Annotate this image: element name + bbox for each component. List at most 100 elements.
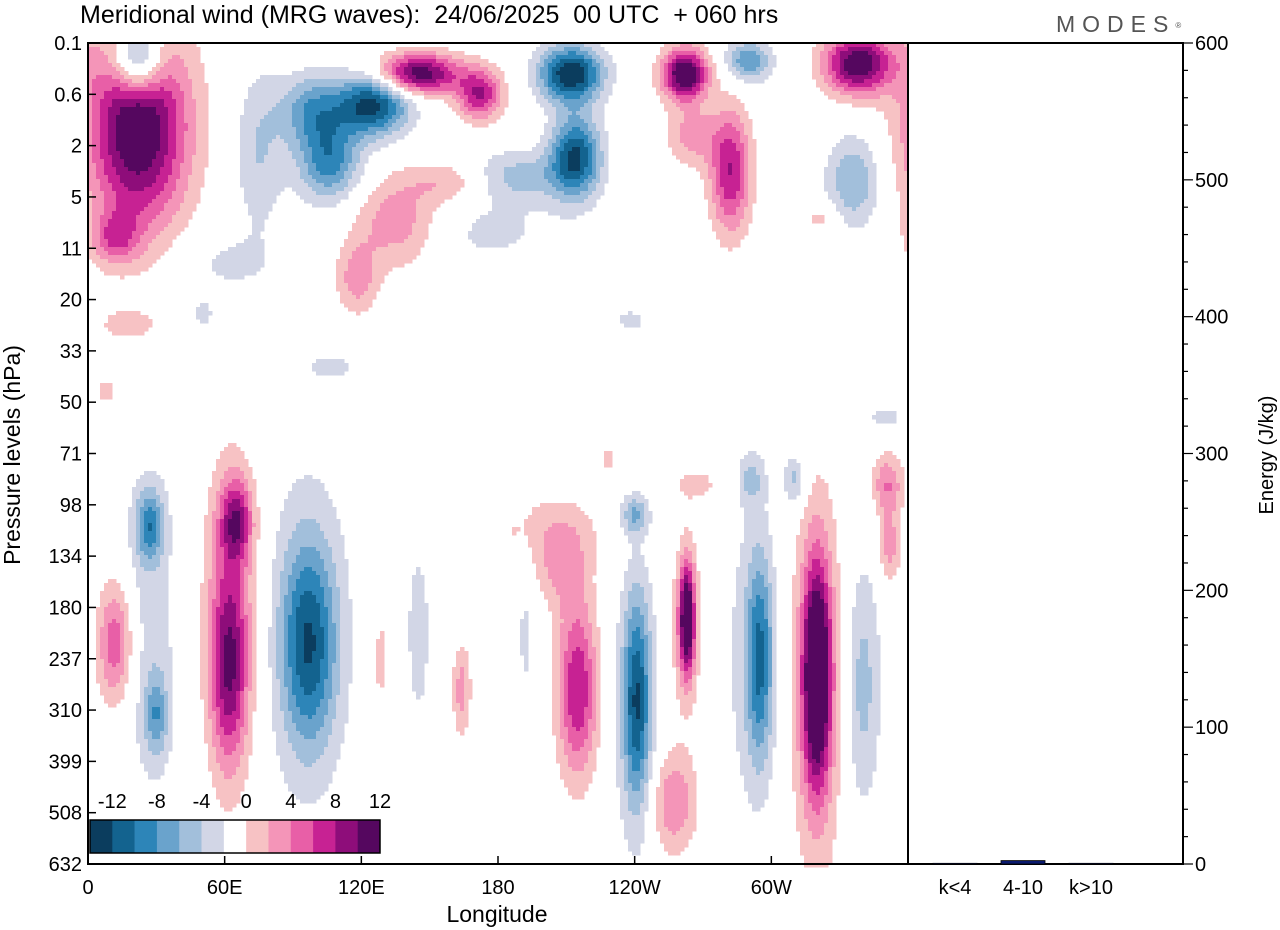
heatmap-cell: [576, 147, 581, 152]
heatmap-cell: [204, 107, 209, 112]
heatmap-cell: [172, 187, 177, 192]
heatmap-cell: [304, 179, 309, 184]
heatmap-cell: [344, 155, 349, 160]
heatmap-cell: [828, 59, 833, 64]
heatmap-cell: [256, 191, 261, 196]
heatmap-cell: [692, 91, 697, 96]
heatmap-cell: [160, 131, 165, 136]
heatmap-cell: [116, 63, 121, 68]
heatmap-cell: [548, 119, 553, 124]
heatmap-cell: [904, 139, 909, 144]
heatmap-cell: [716, 175, 721, 180]
heatmap-cell: [264, 191, 269, 196]
heatmap-cell: [324, 123, 329, 128]
heatmap-cell: [288, 95, 293, 100]
heatmap-cell: [100, 187, 105, 192]
heatmap-cell: [392, 123, 397, 128]
heatmap-cell: [140, 183, 145, 188]
heatmap-cell: [260, 171, 265, 176]
heatmap-cell: [332, 135, 337, 140]
heatmap-cell: [168, 79, 173, 84]
heatmap-cell: [252, 95, 257, 100]
heatmap-cell: [572, 143, 577, 148]
heatmap-cell: [888, 47, 893, 52]
heatmap-cell: [180, 131, 185, 136]
heatmap-cell: [904, 135, 909, 140]
heatmap-cell: [296, 115, 301, 120]
heatmap-cell: [548, 147, 553, 152]
heatmap-cell: [700, 115, 705, 120]
heatmap-cell: [484, 103, 489, 108]
heatmap-cell: [424, 95, 429, 100]
heatmap-cell: [460, 99, 465, 104]
heatmap-cell: [392, 51, 397, 56]
heatmap-cell: [596, 183, 601, 188]
heatmap-cell: [324, 195, 329, 200]
heatmap-cell: [552, 191, 557, 196]
heatmap-cell: [584, 167, 589, 172]
heatmap-cell: [388, 187, 393, 192]
heatmap-cell: [724, 195, 729, 200]
heatmap-cell: [596, 43, 601, 48]
heatmap-cell: [728, 67, 733, 72]
heatmap-cell: [764, 47, 769, 52]
heatmap-cell: [192, 123, 197, 128]
heatmap-cell: [152, 151, 157, 156]
heatmap-cell: [904, 103, 909, 108]
heatmap-cell: [144, 115, 149, 120]
heatmap-cell: [332, 127, 337, 132]
heatmap-cell: [152, 187, 157, 192]
heatmap-cell: [180, 167, 185, 172]
heatmap-cell: [520, 183, 525, 188]
heatmap-cell: [864, 79, 869, 84]
heatmap-cell: [304, 127, 309, 132]
heatmap-cell: [580, 175, 585, 180]
heatmap-cell: [328, 159, 333, 164]
heatmap-cell: [324, 175, 329, 180]
heatmap-cell: [744, 111, 749, 116]
heatmap-cell: [752, 179, 757, 184]
heatmap-cell: [692, 143, 697, 148]
heatmap-cell: [544, 143, 549, 148]
heatmap-cell: [260, 75, 265, 80]
heatmap-cell: [336, 71, 341, 76]
heatmap-cell: [840, 47, 845, 52]
heatmap-cell: [592, 179, 597, 184]
heatmap-cell: [136, 155, 141, 160]
heatmap-cell: [296, 131, 301, 136]
heatmap-cell: [704, 131, 709, 136]
heatmap-cell: [520, 163, 525, 168]
heatmap-cell: [124, 99, 129, 104]
heatmap-cell: [468, 83, 473, 88]
heatmap-cell: [512, 191, 517, 196]
heatmap-cell: [560, 143, 565, 148]
heatmap-cell: [100, 43, 105, 48]
heatmap-cell: [684, 107, 689, 112]
heatmap-cell: [288, 139, 293, 144]
heatmap-cell: [564, 183, 569, 188]
heatmap-cell: [656, 55, 661, 60]
heatmap-cell: [824, 51, 829, 56]
heatmap-cell: [188, 195, 193, 200]
heatmap-cell: [448, 103, 453, 108]
heatmap-cell: [544, 67, 549, 72]
heatmap-cell: [316, 67, 321, 72]
heatmap-cell: [748, 191, 753, 196]
heatmap-cell: [660, 87, 665, 92]
heatmap-cell: [760, 79, 765, 84]
heatmap-cell: [272, 79, 277, 84]
heatmap-cell: [596, 163, 601, 168]
heatmap-cell: [108, 115, 113, 120]
heatmap-cell: [580, 59, 585, 64]
heatmap-cell: [712, 119, 717, 124]
heatmap-cell: [832, 87, 837, 92]
heatmap-cell: [700, 111, 705, 116]
heatmap-cell: [892, 59, 897, 64]
heatmap-cell: [860, 43, 865, 48]
heatmap-cell: [444, 63, 449, 68]
heatmap-cell: [440, 63, 445, 68]
heatmap-cell: [240, 171, 245, 176]
heatmap-cell: [360, 171, 365, 176]
heatmap-cell: [244, 151, 249, 156]
heatmap-cell: [584, 159, 589, 164]
